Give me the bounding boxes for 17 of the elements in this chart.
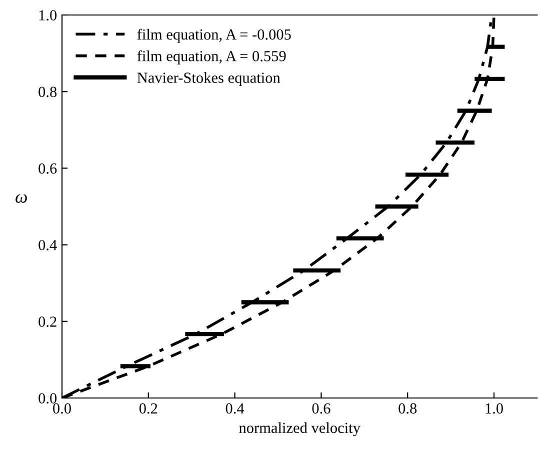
legend-label: film equation, A = 0.559	[137, 50, 286, 64]
y-tick-label: 1.0	[39, 10, 57, 21]
y-tick-label: 0.2	[38, 316, 56, 327]
x-tick-label: 1.0	[486, 403, 503, 414]
y-tick-label: 0.4	[38, 240, 57, 250]
x-tick-label: 0.4	[226, 403, 244, 414]
legend-label: Navier-Stokes equation	[137, 72, 280, 86]
x-axis-title: normalized velocity	[239, 422, 360, 436]
y-tick-label: 0.6	[38, 163, 57, 174]
x-tick-label: 0.0	[53, 403, 71, 414]
y-tick-label: 0.8	[38, 86, 57, 98]
y-tick-label: 0.0	[38, 393, 57, 404]
x-tick-label: 0.8	[398, 403, 417, 414]
legend-label: film equation, A = -0.005	[137, 28, 291, 43]
y-axis-title: ω	[16, 194, 27, 203]
x-tick-label: 0.2	[139, 403, 158, 414]
x-tick-label: 0.6	[312, 403, 330, 414]
